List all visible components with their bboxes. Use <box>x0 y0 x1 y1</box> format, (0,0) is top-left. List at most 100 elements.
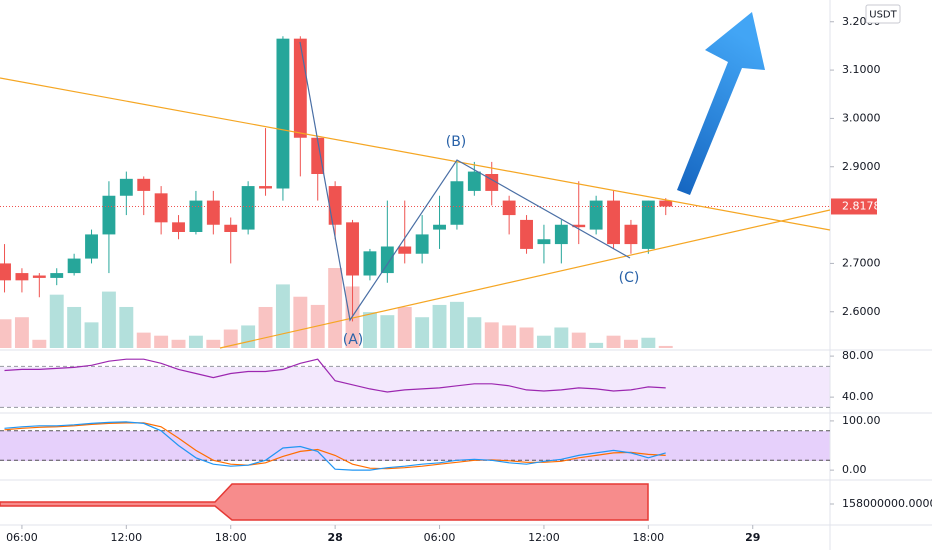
volume-bar <box>119 306 134 348</box>
x-tick-label: 18:00 <box>632 531 664 544</box>
volume-bar <box>658 345 673 348</box>
candle-body <box>85 234 98 259</box>
volume-bar <box>84 322 99 348</box>
last-price-label: 2.8178 <box>842 199 881 212</box>
volume-bar <box>206 339 221 348</box>
rsi-line <box>4 358 666 393</box>
series: 3.20003.10003.00002.90002.70002.600006:0… <box>0 15 932 544</box>
candle-body <box>659 200 673 207</box>
candle-body <box>311 137 325 174</box>
candle-body <box>467 171 481 191</box>
candle-body <box>380 246 394 274</box>
candle-body <box>32 275 46 278</box>
volume-bar <box>536 335 551 348</box>
candle-body <box>328 186 342 225</box>
indicator-area <box>0 483 649 521</box>
volume-bar <box>136 332 151 348</box>
volume-bar <box>0 319 12 348</box>
volume-bar <box>293 296 308 348</box>
x-tick-label: 06:00 <box>424 531 456 544</box>
y-tick-label: 3.1000 <box>842 63 881 76</box>
currency: USDT <box>869 10 897 21</box>
y-tick-label: 2.9000 <box>842 160 881 173</box>
volume-bar <box>641 337 656 348</box>
candle-body <box>50 273 64 278</box>
volume-bar <box>467 317 482 348</box>
volume-bar <box>606 335 621 348</box>
candle-body <box>537 239 551 245</box>
candle-body <box>293 38 307 138</box>
candle-body <box>346 222 359 276</box>
volume-bar <box>432 304 447 348</box>
y-tick-label: 100.00 <box>842 414 881 427</box>
y-tick-label: 2.7000 <box>842 256 881 269</box>
candle-body <box>137 178 151 191</box>
candle-body <box>172 222 185 232</box>
volume-bar <box>275 284 290 348</box>
candle-body <box>102 195 116 235</box>
volume-bar <box>623 339 638 348</box>
y-tick-label: 80.00 <box>842 349 874 362</box>
volume-bar <box>14 317 29 348</box>
candle-body <box>433 224 446 230</box>
rsi-band <box>0 367 830 407</box>
candle-body <box>624 224 638 245</box>
wave-line <box>299 41 631 322</box>
y-tick-label: 158000000.0000 <box>842 497 932 510</box>
volume-bar <box>49 294 64 348</box>
x-tick-label: 06:00 <box>6 531 38 544</box>
candle-body <box>641 200 655 249</box>
candle-body <box>502 200 516 216</box>
candle-body <box>189 200 203 232</box>
stoch-band <box>0 431 830 461</box>
volume-bar <box>258 306 273 348</box>
volume-bar <box>171 339 186 348</box>
volume-bar <box>188 335 203 348</box>
volume-bar <box>328 268 343 348</box>
arrow <box>677 12 765 195</box>
candle-body <box>119 178 133 196</box>
x-tick-label: 18:00 <box>215 531 247 544</box>
y-tick-label: 2.6000 <box>842 305 881 318</box>
trend-line <box>0 77 831 231</box>
x-tick-label: 12:00 <box>528 531 560 544</box>
candle-body <box>224 224 238 232</box>
volume-bar <box>571 332 586 348</box>
volume-bar <box>589 342 604 348</box>
candle-body <box>572 224 586 228</box>
volume-bar <box>449 301 464 348</box>
candle-body <box>589 200 603 230</box>
volume-bar <box>241 325 256 348</box>
volume-bar <box>415 317 430 348</box>
volume-bar <box>101 291 116 348</box>
candle-body <box>241 186 255 230</box>
x-tick-label: 28 <box>327 531 342 544</box>
x-tick-label: 29 <box>745 531 760 544</box>
wave-label: (A) <box>343 332 364 348</box>
y-tick-label: 3.0000 <box>842 111 881 124</box>
volume-bar <box>67 306 82 348</box>
candle-body <box>67 258 81 274</box>
stoch-k-line <box>4 421 666 471</box>
candle-body <box>0 263 11 281</box>
stoch-d-line <box>4 422 666 470</box>
candle-body <box>415 234 429 254</box>
volume-bar <box>519 327 534 348</box>
volume-bar <box>484 322 499 348</box>
candle-body <box>206 200 220 225</box>
volume-bar <box>223 329 238 348</box>
candle-body <box>520 219 533 249</box>
volume-bar <box>32 339 47 348</box>
candle-body <box>398 246 412 254</box>
volume-bar <box>554 327 569 348</box>
currency-box[interactable] <box>865 4 901 24</box>
candle-body <box>554 224 568 245</box>
trend-line <box>219 209 831 349</box>
volume-bar <box>380 315 395 348</box>
candle-body <box>154 193 168 223</box>
wave-label: (B) <box>446 134 467 150</box>
volume-bar <box>502 325 517 348</box>
y-tick-label: 40.00 <box>842 390 874 403</box>
